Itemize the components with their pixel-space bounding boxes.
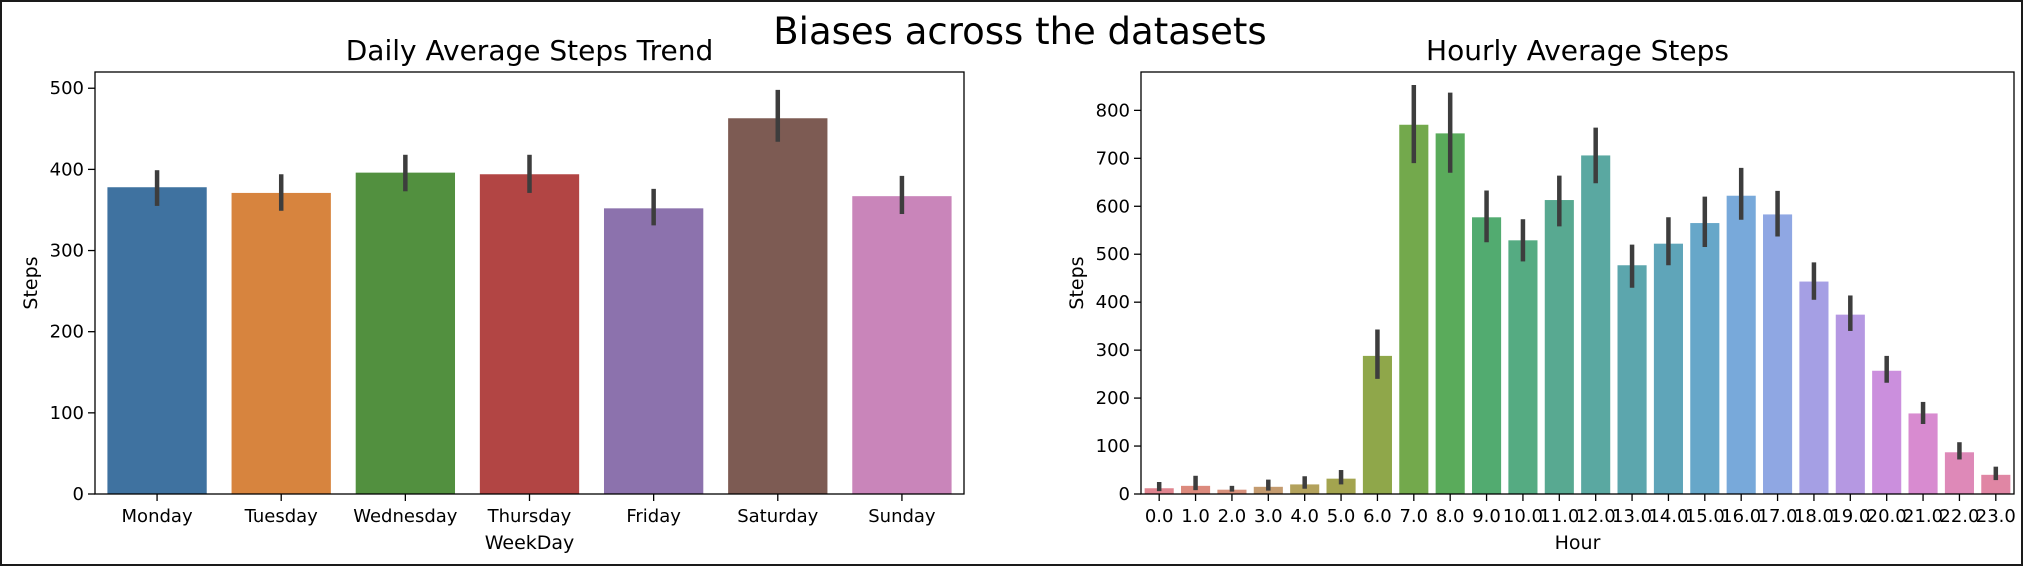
hourly-bar	[1326, 478, 1356, 494]
hourly-x-tick-label: 7.0	[1399, 506, 1428, 527]
hourly-steps-chart: Hourly Average Steps Hour Steps 0 100 200 3…	[1066, 34, 2016, 554]
hourly-plot-frame	[1140, 71, 2015, 495]
daily-x-tick-label: Monday	[122, 506, 193, 527]
hourly-y-tick-label: 500	[1096, 244, 1130, 265]
hourly-x-tick-label: 20.0	[1867, 506, 1907, 527]
daily-y-tick-label: 400	[50, 159, 84, 180]
hourly-bar	[1544, 200, 1574, 494]
hourly-x-tick-label: 9.0	[1472, 506, 1501, 527]
figure-suptitle: Biases across the datasets	[773, 10, 1266, 53]
daily-bar	[355, 172, 456, 494]
hourly-bar	[1290, 484, 1320, 494]
daily-bar	[603, 208, 704, 495]
daily-steps-chart: Daily Average Steps Trend WeekDay Steps …	[20, 34, 965, 554]
hourly-bar	[1835, 314, 1865, 494]
hourly-x-tick-label: 10.0	[1503, 506, 1543, 527]
hourly-chart-x-axis-label: Hour	[1555, 532, 1601, 554]
daily-bar	[728, 118, 828, 494]
hourly-x-tick-label: 11.0	[1539, 506, 1579, 527]
hourly-x-tick-label: 23.0	[1976, 506, 2016, 527]
daily-x-tick-label: Friday	[626, 506, 681, 527]
hourly-x-tick-label: 15.0	[1685, 506, 1725, 527]
daily-x-tick-label: Sunday	[868, 506, 936, 527]
hourly-x-tick-label: 0.0	[1145, 506, 1174, 527]
hourly-x-tick-label: 19.0	[1830, 506, 1870, 527]
hourly-bar	[1653, 243, 1683, 494]
hourly-bar	[1981, 474, 2011, 494]
hourly-x-tick-label: 22.0	[1939, 506, 1979, 527]
hourly-y-tick-label: 700	[1096, 148, 1130, 169]
hourly-bar	[1399, 124, 1429, 494]
hourly-x-tick-label: 12.0	[1576, 506, 1616, 527]
hourly-bar	[1508, 240, 1538, 494]
hourly-x-tick-label: 4.0	[1290, 506, 1319, 527]
hourly-bar	[1690, 223, 1720, 494]
hourly-x-tick-label: 1.0	[1181, 506, 1210, 527]
daily-chart-x-axis-label: WeekDay	[485, 532, 575, 554]
hourly-chart-title: Hourly Average Steps	[1426, 34, 1729, 67]
hourly-y-tick-label: 0	[1119, 484, 1130, 505]
hourly-x-tick-label: 16.0	[1721, 506, 1761, 527]
daily-y-tick-label: 500	[50, 78, 84, 99]
hourly-x-tick-label: 17.0	[1758, 506, 1798, 527]
hourly-bar	[1799, 281, 1829, 494]
daily-bar	[852, 196, 952, 494]
hourly-x-tick-label: 2.0	[1218, 506, 1247, 527]
hourly-x-tick-label: 8.0	[1436, 506, 1465, 527]
hourly-chart-y-axis-label: Steps	[1066, 256, 1088, 309]
daily-y-tick-label: 200	[50, 322, 84, 343]
hourly-x-tick-label: 5.0	[1327, 506, 1356, 527]
hourly-y-tick-label: 800	[1096, 100, 1130, 121]
daily-bar	[479, 174, 580, 494]
hourly-y-tick-label: 100	[1096, 436, 1130, 457]
hourly-bar	[1617, 265, 1647, 494]
hourly-y-tick-label: 600	[1096, 196, 1130, 217]
daily-y-tick-label: 300	[50, 241, 84, 262]
daily-y-tick-label: 100	[50, 403, 84, 424]
daily-x-tick-label: Tuesday	[244, 506, 319, 527]
daily-y-tick-label: 0	[73, 484, 84, 505]
hourly-bar	[1217, 489, 1247, 494]
hourly-x-tick-label: 21.0	[1903, 506, 1943, 527]
hourly-bar	[1472, 217, 1502, 494]
hourly-x-tick-label: 3.0	[1254, 506, 1283, 527]
hourly-bar	[1872, 370, 1902, 494]
hourly-y-tick-label: 300	[1096, 340, 1130, 361]
hourly-x-tick-label: 6.0	[1363, 506, 1392, 527]
daily-x-tick-label: Thursday	[487, 506, 572, 527]
hourly-y-tick-label: 400	[1096, 292, 1130, 313]
daily-x-tick-label: Saturday	[737, 506, 818, 527]
daily-x-tick-label: Wednesday	[353, 506, 458, 527]
hourly-x-tick-label: 13.0	[1612, 506, 1652, 527]
hourly-bar	[1435, 133, 1465, 494]
daily-chart-title: Daily Average Steps Trend	[346, 34, 714, 67]
hourly-x-tick-label: 14.0	[1648, 506, 1688, 527]
daily-bar	[231, 192, 331, 494]
hourly-x-tick-label: 18.0	[1794, 506, 1834, 527]
hourly-bar	[1763, 214, 1793, 495]
hourly-y-tick-label: 200	[1096, 388, 1130, 409]
daily-bar	[107, 187, 207, 494]
daily-chart-y-axis-label: Steps	[20, 256, 42, 309]
hourly-bar	[1581, 155, 1611, 494]
hourly-bar	[1726, 195, 1756, 495]
hourly-bar	[1908, 413, 1938, 494]
